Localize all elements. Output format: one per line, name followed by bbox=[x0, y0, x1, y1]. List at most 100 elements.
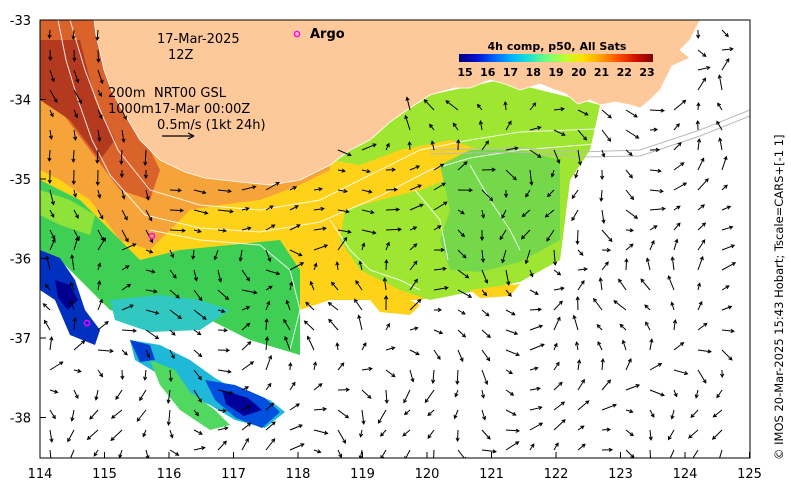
current-arrow bbox=[454, 389, 459, 398]
current-arrow bbox=[409, 369, 415, 383]
current-arrow bbox=[649, 338, 654, 351]
current-arrow bbox=[289, 424, 303, 431]
current-arrow bbox=[73, 129, 78, 141]
current-arrow bbox=[697, 222, 707, 231]
current-arrow bbox=[385, 187, 399, 192]
current-arrow bbox=[601, 149, 606, 158]
colorbar-tick-label: 16 bbox=[480, 66, 496, 79]
current-arrow bbox=[49, 449, 52, 458]
current-arrow bbox=[241, 322, 251, 331]
current-arrow bbox=[145, 209, 153, 222]
current-arrow bbox=[335, 342, 340, 351]
current-arrow bbox=[529, 102, 537, 111]
y-tick-label: -33 bbox=[10, 14, 31, 29]
current-arrow bbox=[241, 185, 257, 191]
current-arrow bbox=[640, 278, 651, 291]
current-arrow bbox=[649, 225, 658, 231]
current-arrow bbox=[625, 209, 639, 219]
x-tick-label: 125 bbox=[737, 467, 762, 482]
current-arrow bbox=[529, 443, 535, 451]
current-arrow bbox=[265, 382, 272, 391]
current-arrow bbox=[361, 229, 377, 235]
current-arrow bbox=[145, 249, 154, 254]
current-arrow bbox=[289, 403, 300, 411]
current-arrow bbox=[577, 279, 585, 291]
current-arrow bbox=[625, 358, 632, 371]
current-arrow bbox=[361, 143, 377, 151]
current-arrow bbox=[696, 282, 702, 291]
current-arrow bbox=[97, 129, 102, 142]
current-arrow bbox=[721, 244, 736, 251]
current-arrow bbox=[73, 368, 82, 373]
current-arrow bbox=[120, 369, 125, 381]
current-arrow bbox=[505, 329, 519, 335]
current-arrow bbox=[505, 169, 517, 181]
x-tick-label: 121 bbox=[479, 467, 504, 482]
current-arrow bbox=[572, 314, 579, 331]
current-arrow bbox=[145, 349, 151, 359]
current-arrow bbox=[457, 329, 467, 338]
current-arrow bbox=[433, 225, 442, 231]
current-arrow bbox=[48, 129, 54, 140]
current-arrow bbox=[49, 336, 54, 351]
current-arrow bbox=[721, 328, 735, 334]
current-arrow bbox=[601, 247, 612, 253]
y-tick-label: -35 bbox=[10, 173, 31, 188]
current-arrow bbox=[645, 257, 651, 271]
current-arrow bbox=[544, 209, 555, 218]
current-arrow bbox=[577, 400, 590, 411]
current-arrow bbox=[97, 321, 109, 331]
current-arrow bbox=[217, 440, 227, 451]
current-arrow bbox=[97, 109, 103, 120]
current-arrow bbox=[553, 269, 562, 276]
shelf-break-lines bbox=[429, 109, 750, 158]
current-arrow bbox=[217, 426, 229, 431]
current-arrow bbox=[49, 361, 64, 371]
current-arrow bbox=[45, 255, 51, 271]
current-arrow bbox=[169, 309, 182, 320]
depth-shallow-label: 200m bbox=[108, 86, 145, 101]
current-arrow bbox=[217, 328, 229, 333]
current-arrow bbox=[241, 341, 252, 351]
current-arrow bbox=[673, 123, 680, 131]
current-arrow bbox=[97, 298, 103, 311]
current-arrow bbox=[168, 369, 173, 383]
current-arrow bbox=[47, 169, 52, 185]
current-arrow bbox=[625, 429, 634, 437]
current-arrow bbox=[306, 335, 315, 351]
current-arrow bbox=[377, 409, 387, 424]
current-arrow bbox=[673, 99, 687, 111]
current-arrow bbox=[403, 389, 411, 404]
current-arrow bbox=[529, 366, 539, 371]
current-arrow bbox=[169, 429, 174, 439]
current-arrow bbox=[72, 316, 77, 331]
current-arrow bbox=[457, 269, 470, 279]
current-arrow bbox=[717, 74, 723, 91]
current-arrow bbox=[505, 441, 520, 451]
current-arrow bbox=[94, 389, 99, 401]
current-arrow bbox=[49, 89, 58, 104]
current-arrow bbox=[596, 324, 603, 331]
current-arrow bbox=[697, 65, 711, 71]
current-arrow bbox=[241, 289, 258, 295]
current-arrow bbox=[695, 119, 700, 131]
current-arrow bbox=[313, 429, 329, 435]
current-arrow bbox=[673, 389, 678, 398]
current-arrow bbox=[409, 203, 424, 211]
current-arrow bbox=[721, 58, 730, 71]
current-arrow bbox=[121, 209, 128, 221]
current-arrow bbox=[648, 429, 653, 441]
current-arrow bbox=[481, 309, 490, 317]
current-arrow bbox=[72, 49, 77, 63]
current-arrow bbox=[718, 137, 723, 151]
current-arrow bbox=[71, 149, 76, 164]
current-arrow bbox=[289, 443, 305, 451]
current-arrow bbox=[649, 127, 659, 132]
current-arrow bbox=[193, 209, 209, 215]
current-arrow bbox=[457, 449, 467, 458]
current-arrow bbox=[529, 343, 545, 351]
current-arrow bbox=[625, 228, 635, 233]
argo-float-marker bbox=[148, 232, 156, 240]
current-arrow bbox=[358, 260, 363, 271]
current-arrow bbox=[649, 363, 663, 371]
